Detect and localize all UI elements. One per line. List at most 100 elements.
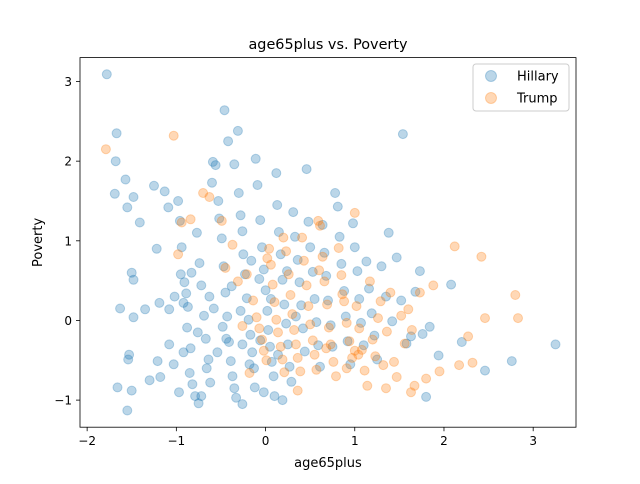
x-tick-label: 3 [529, 434, 537, 448]
point-trump-93 [341, 363, 352, 374]
point-hillary-23 [155, 372, 166, 382]
point-hillary-110 [313, 340, 324, 351]
point-trump-51 [333, 243, 344, 253]
point-trump-31 [290, 339, 301, 350]
point-trump-91 [381, 383, 391, 394]
point-hillary-127 [349, 242, 360, 253]
point-hillary-71 [243, 314, 254, 325]
point-hillary-42 [194, 258, 205, 269]
chart-title: age65plus vs. Poverty [248, 37, 408, 53]
point-trump-47 [323, 322, 334, 333]
point-hillary-69 [240, 269, 250, 280]
point-trump-7 [216, 215, 227, 226]
point-trump-70 [385, 287, 396, 298]
point-hillary-41 [191, 227, 202, 238]
point-trump-22 [273, 327, 283, 338]
point-hillary-27 [168, 359, 179, 370]
point-hillary-21 [154, 297, 165, 308]
point-hillary-171 [246, 255, 257, 266]
point-hillary-43 [196, 280, 207, 291]
point-hillary-167 [178, 347, 189, 358]
point-hillary-9 [128, 274, 139, 285]
point-hillary-86 [268, 371, 279, 382]
point-trump-25 [279, 367, 290, 378]
points-layer [100, 69, 561, 416]
point-trump-43 [315, 220, 325, 231]
point-hillary-185 [258, 387, 269, 398]
point-trump-38 [305, 319, 316, 330]
point-trump-12 [251, 312, 262, 323]
point-trump-14 [257, 334, 267, 345]
point-hillary-114 [321, 270, 332, 281]
point-hillary-160 [244, 359, 255, 370]
point-trump-71 [389, 356, 399, 367]
point-trump-56 [347, 352, 358, 363]
point-hillary-169 [212, 347, 223, 358]
point-trump-57 [349, 207, 360, 218]
point-hillary-58 [225, 356, 236, 367]
point-hillary-133 [364, 283, 374, 294]
point-hillary-120 [334, 231, 345, 242]
point-trump-0 [100, 144, 111, 155]
point-hillary-145 [406, 331, 416, 342]
point-trump-17 [264, 243, 275, 254]
point-hillary-129 [354, 294, 365, 304]
point-hillary-26 [164, 304, 175, 315]
legend: Hillary Trump [472, 63, 570, 112]
x-axis-ticks: −2 −1 0 1 2 3 [78, 427, 537, 448]
point-trump-101 [278, 232, 289, 243]
legend-label-trump: Trump [516, 92, 558, 107]
point-trump-62 [362, 380, 373, 391]
axes-frame [79, 57, 577, 428]
point-hillary-142 [396, 295, 407, 306]
point-trump-9 [227, 239, 238, 250]
point-hillary-57 [224, 337, 234, 347]
point-trump-99 [353, 349, 364, 360]
point-hillary-11 [128, 312, 139, 323]
point-hillary-104 [301, 164, 312, 175]
point-hillary-153 [456, 337, 467, 347]
y-tick-label: 1 [64, 234, 72, 248]
point-hillary-147 [414, 266, 425, 277]
x-tick-label: 0 [262, 434, 270, 448]
point-hillary-52 [214, 213, 225, 224]
point-trump-60 [356, 344, 367, 355]
point-hillary-168 [196, 391, 207, 402]
y-tick-label: 2 [64, 155, 72, 169]
point-hillary-149 [421, 391, 432, 402]
point-hillary-112 [317, 219, 328, 230]
point-hillary-67 [237, 226, 248, 237]
point-hillary-135 [369, 330, 380, 341]
point-hillary-18 [144, 375, 155, 386]
point-trump-36 [301, 280, 312, 291]
point-hillary-85 [266, 356, 277, 367]
point-hillary-88 [272, 200, 283, 210]
point-hillary-1 [111, 128, 122, 139]
point-hillary-35 [179, 277, 190, 288]
point-hillary-66 [235, 210, 246, 221]
point-hillary-157 [192, 327, 203, 338]
point-hillary-122 [339, 286, 350, 296]
y-tick-label: 3 [64, 75, 72, 89]
point-hillary-70 [241, 293, 252, 304]
point-trump-20 [269, 297, 280, 308]
point-hillary-103 [299, 346, 310, 357]
point-trump-100 [314, 265, 325, 276]
point-hillary-124 [342, 336, 353, 347]
point-hillary-137 [376, 261, 387, 272]
y-tick-label: 0 [64, 314, 72, 328]
point-hillary-62 [223, 136, 234, 147]
point-hillary-134 [366, 308, 377, 319]
point-trump-84 [463, 331, 474, 342]
point-hillary-162 [282, 266, 292, 277]
point-hillary-173 [169, 291, 180, 302]
point-hillary-116 [325, 320, 336, 331]
point-hillary-92 [279, 299, 290, 310]
point-hillary-16 [126, 385, 137, 396]
point-hillary-176 [221, 333, 232, 344]
point-trump-53 [339, 296, 350, 307]
point-trump-68 [378, 360, 389, 371]
point-trump-76 [406, 325, 417, 335]
point-hillary-59 [227, 371, 238, 382]
point-trump-15 [258, 345, 269, 356]
